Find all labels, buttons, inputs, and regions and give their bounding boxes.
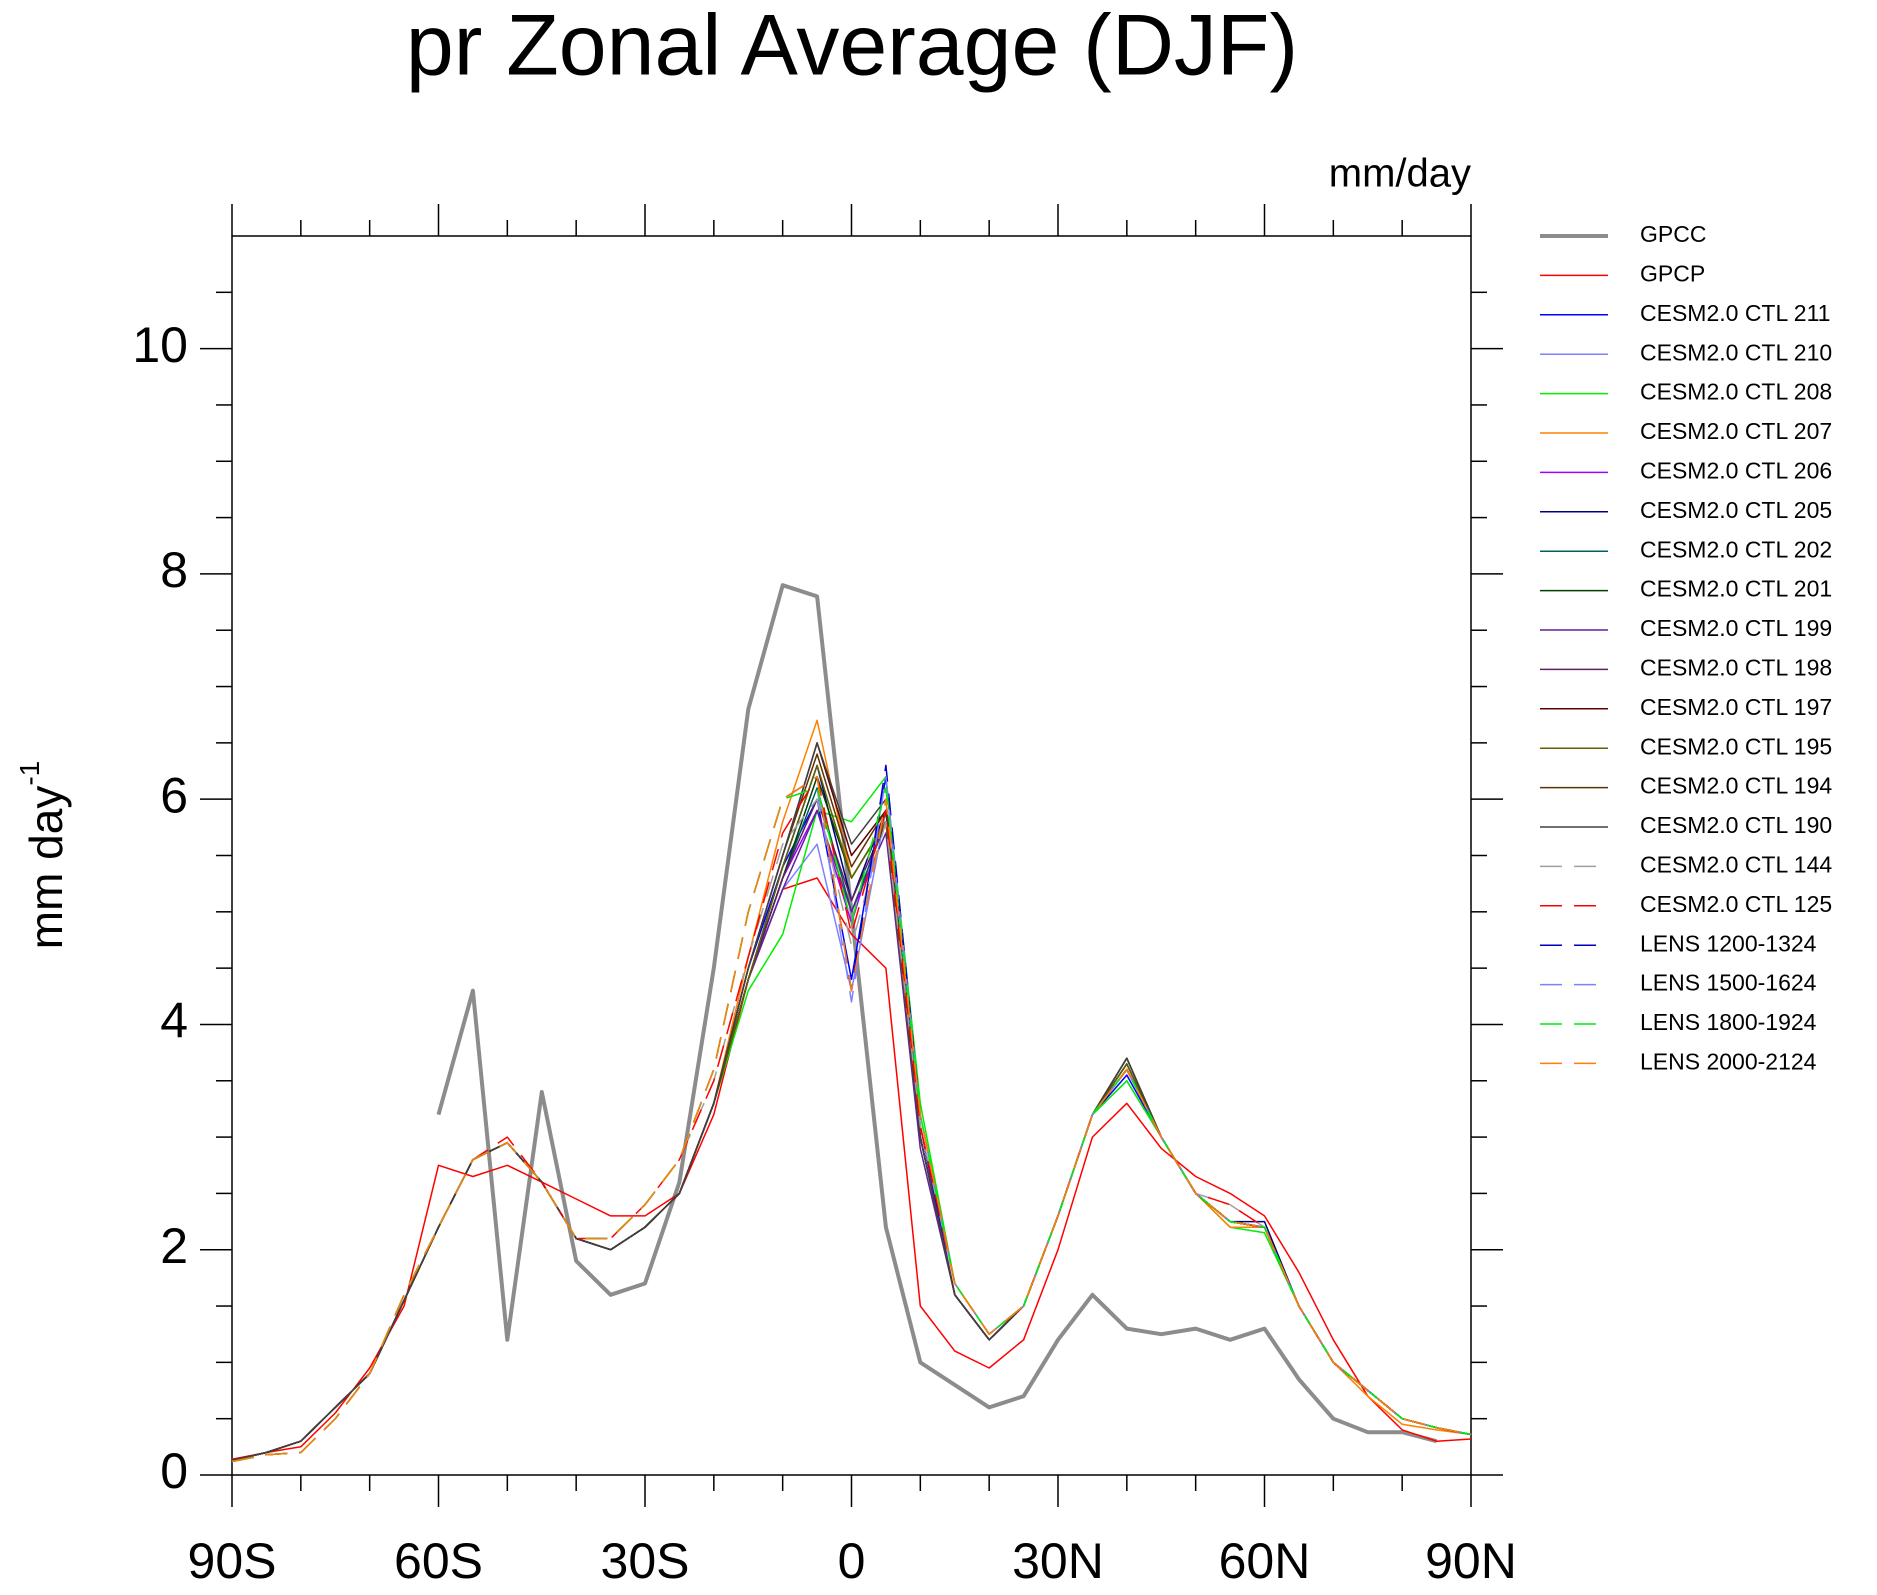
legend-label: CESM2.0 CTL 194: [1640, 773, 1832, 799]
legend-label: CESM2.0 CTL 125: [1640, 891, 1832, 917]
legend-label: LENS 1500-1624: [1640, 970, 1817, 996]
x-tick-label: 30N: [1012, 1533, 1104, 1589]
legend-label: CESM2.0 CTL 205: [1640, 497, 1832, 523]
legend-label: CESM2.0 CTL 144: [1640, 851, 1832, 877]
y-axis-label: mm day-1: [14, 761, 72, 950]
y-tick-label: 6: [160, 767, 188, 823]
chart-title: pr Zonal Average (DJF): [406, 0, 1298, 94]
y-axis-label-sup: -1: [14, 761, 45, 786]
y-tick-label: 10: [132, 317, 188, 373]
legend-label: GPCC: [1640, 221, 1706, 247]
legend-label: CESM2.0 CTL 202: [1640, 536, 1832, 562]
x-tick-label: 90N: [1425, 1533, 1517, 1589]
legend-label: CESM2.0 CTL 206: [1640, 457, 1832, 483]
legend-label: CESM2.0 CTL 190: [1640, 812, 1832, 838]
y-tick-label: 4: [160, 993, 188, 1049]
x-tick-label: 30S: [601, 1533, 690, 1589]
legend-label: CESM2.0 CTL 201: [1640, 576, 1832, 602]
legend-label: CESM2.0 CTL 195: [1640, 733, 1832, 759]
x-tick-label: 90S: [188, 1533, 277, 1589]
x-tick-label: 60N: [1219, 1533, 1311, 1589]
x-tick-label: 0: [838, 1533, 866, 1589]
legend-label: CESM2.0 CTL 198: [1640, 654, 1832, 680]
series-line: [231, 753, 1472, 1462]
series-line: [231, 877, 1472, 1460]
units-label: mm/day: [1329, 152, 1471, 196]
legend-label: GPCP: [1640, 260, 1705, 286]
legend-label: CESM2.0 CTL 207: [1640, 418, 1832, 444]
legend-label: CESM2.0 CTL 197: [1640, 694, 1832, 720]
y-tick-label: 2: [160, 1218, 188, 1274]
legend-label: LENS 1200-1324: [1640, 930, 1817, 956]
legend-label: CESM2.0 CTL 208: [1640, 379, 1832, 405]
legend-label: LENS 1800-1924: [1640, 1009, 1817, 1035]
series-line: [231, 742, 1472, 1462]
legend-label: LENS 2000-2124: [1640, 1048, 1817, 1074]
legend-label: CESM2.0 CTL 210: [1640, 339, 1832, 365]
series-line: [231, 742, 1472, 1462]
y-tick-label: 0: [160, 1443, 188, 1499]
y-axis-label-text: mm day: [20, 786, 72, 950]
series-line: [231, 719, 1472, 1462]
series-line: [231, 787, 1472, 1463]
series-line: [436, 583, 1438, 1444]
x-tick-label: 60S: [394, 1533, 483, 1589]
y-tick-label: 8: [160, 542, 188, 598]
series-line: [231, 775, 1472, 1463]
legend-label: CESM2.0 CTL 199: [1640, 615, 1832, 641]
legend-label: CESM2.0 CTL 211: [1640, 300, 1830, 326]
